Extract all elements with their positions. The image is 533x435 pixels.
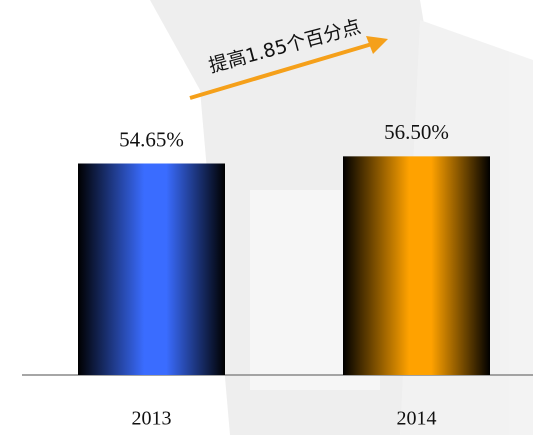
x-tick-label: 2013 (132, 408, 172, 430)
bar (78, 163, 225, 375)
value-label: 54.65% (119, 127, 184, 151)
x-tick-label: 2014 (397, 408, 437, 430)
value-label: 56.50% (384, 120, 449, 144)
trend-arrow (189, 36, 388, 100)
bar (343, 156, 490, 375)
